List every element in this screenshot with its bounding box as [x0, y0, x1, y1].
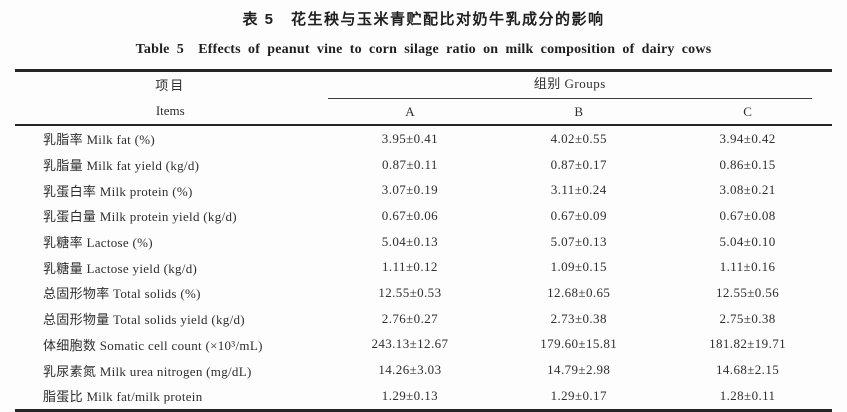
table-row: 乳蛋白量 Milk protein yield (kg/d) 0.67±0.06…: [15, 203, 832, 229]
row-value-a: 0.67±0.06: [381, 207, 439, 223]
row-value-b: 12.68±0.65: [547, 284, 611, 300]
row-value-a: 2.76±0.27: [381, 310, 439, 326]
milk-composition-table: 项目 Items 组别 Groups A B C 乳脂率 Milk fat (%…: [15, 69, 832, 412]
table-header: 项目 Items 组别 Groups A B C: [15, 70, 832, 126]
row-value-a: 5.04±0.13: [381, 233, 439, 249]
row-item-label: 总固形物率 Total solids (%): [43, 286, 201, 302]
table-title-en: Table 5 Effects of peanut vine to corn s…: [135, 42, 712, 57]
row-value-b: 0.87±0.17: [550, 156, 607, 172]
row-value-c: 181.82±19.71: [709, 336, 787, 352]
row-item-label: 乳糖量 Lactose yield (kg/d): [43, 260, 198, 276]
header-group-a: A: [325, 99, 495, 126]
row-value-a: 243.13±12.67: [371, 336, 449, 352]
table-row: 乳糖量 Lactose yield (kg/d) 1.11±0.12 1.09±…: [15, 254, 832, 280]
row-item-label: 乳脂量 Milk fat yield (kg/d): [43, 158, 200, 174]
row-item-label: 总固形物量 Total solids yield (kg/d): [43, 312, 245, 328]
row-value-b: 2.73±0.38: [550, 310, 607, 326]
header-group-b: B: [494, 99, 664, 126]
table-title-zh: 表 5 花生秧与玉米青贮配比对奶牛乳成分的影响: [242, 11, 605, 28]
table-row: 乳脂量 Milk fat yield (kg/d) 0.87±0.11 0.87…: [15, 152, 832, 178]
row-item-label: 脂蛋比 Milk fat/milk protein: [43, 389, 203, 405]
row-value-b: 179.60±15.81: [540, 336, 618, 352]
row-value-b: 0.67±0.09: [550, 207, 607, 223]
row-value-c: 1.28±0.11: [719, 387, 776, 403]
row-item-label: 乳糖率 Lactose (%): [43, 235, 153, 251]
table-row: 脂蛋比 Milk fat/milk protein 1.29±0.13 1.29…: [15, 383, 832, 410]
row-item-label: 乳蛋白量 Milk protein yield (kg/d): [43, 209, 237, 225]
header-items-cell: 项目 Items: [15, 70, 326, 126]
header-group-c: C: [663, 99, 832, 126]
row-value-a: 1.29±0.13: [381, 387, 439, 403]
header-groups-label: 组别 Groups: [327, 73, 812, 99]
header-groups-cell: 组别 Groups: [326, 71, 832, 99]
row-value-a: 3.95±0.41: [381, 130, 439, 146]
row-value-c: 12.55±0.56: [716, 284, 780, 300]
row-value-c: 3.94±0.42: [719, 130, 776, 146]
row-value-c: 3.08±0.21: [719, 182, 776, 198]
row-value-c: 2.75±0.38: [719, 310, 776, 326]
row-value-b: 4.02±0.55: [550, 130, 607, 146]
row-item-label: 乳脂率 Milk fat (%): [43, 132, 156, 148]
row-value-b: 1.29±0.17: [550, 387, 607, 403]
row-item-label: 乳蛋白率 Milk protein (%): [43, 183, 193, 199]
row-value-a: 3.07±0.19: [381, 182, 439, 198]
row-value-b: 14.79±2.98: [547, 362, 611, 378]
row-value-c: 0.67±0.08: [719, 207, 776, 223]
row-value-c: 1.11±0.16: [719, 259, 776, 275]
table-row: 总固形物量 Total solids yield (kg/d) 2.76±0.2…: [15, 306, 832, 332]
row-value-c: 0.86±0.15: [719, 156, 776, 172]
row-value-c: 5.04±0.10: [719, 233, 776, 249]
row-value-b: 3.11±0.24: [550, 182, 607, 198]
row-value-c: 14.68±2.15: [716, 362, 780, 378]
header-items-en: Items: [155, 103, 185, 118]
table-row: 乳尿素氮 Milk urea nitrogen (mg/dL) 14.26±3.…: [15, 357, 832, 383]
row-value-a: 14.26±3.03: [378, 362, 442, 378]
row-item-label: 乳尿素氮 Milk urea nitrogen (mg/dL): [43, 363, 252, 379]
header-items-zh: 项目: [155, 78, 186, 93]
row-item-label: 体细胞数 Somatic cell count (×10³/mL): [43, 337, 263, 353]
table-row: 总固形物率 Total solids (%) 12.55±0.53 12.68±…: [15, 280, 832, 306]
table-row: 乳脂率 Milk fat (%) 3.95±0.41 4.02±0.55 3.9…: [15, 125, 832, 152]
row-value-a: 1.11±0.12: [382, 259, 438, 275]
table-row: 体细胞数 Somatic cell count (×10³/mL) 243.13…: [15, 332, 832, 358]
row-value-b: 5.07±0.13: [550, 233, 607, 249]
row-value-a: 12.55±0.53: [378, 284, 442, 300]
table-body: 乳脂率 Milk fat (%) 3.95±0.41 4.02±0.55 3.9…: [15, 125, 832, 410]
table-row: 乳糖率 Lactose (%) 5.04±0.13 5.07±0.13 5.04…: [15, 229, 832, 255]
row-value-a: 0.87±0.11: [382, 156, 438, 172]
table-row: 乳蛋白率 Milk protein (%) 3.07±0.19 3.11±0.2…: [15, 177, 832, 203]
row-value-b: 1.09±0.15: [550, 259, 607, 275]
